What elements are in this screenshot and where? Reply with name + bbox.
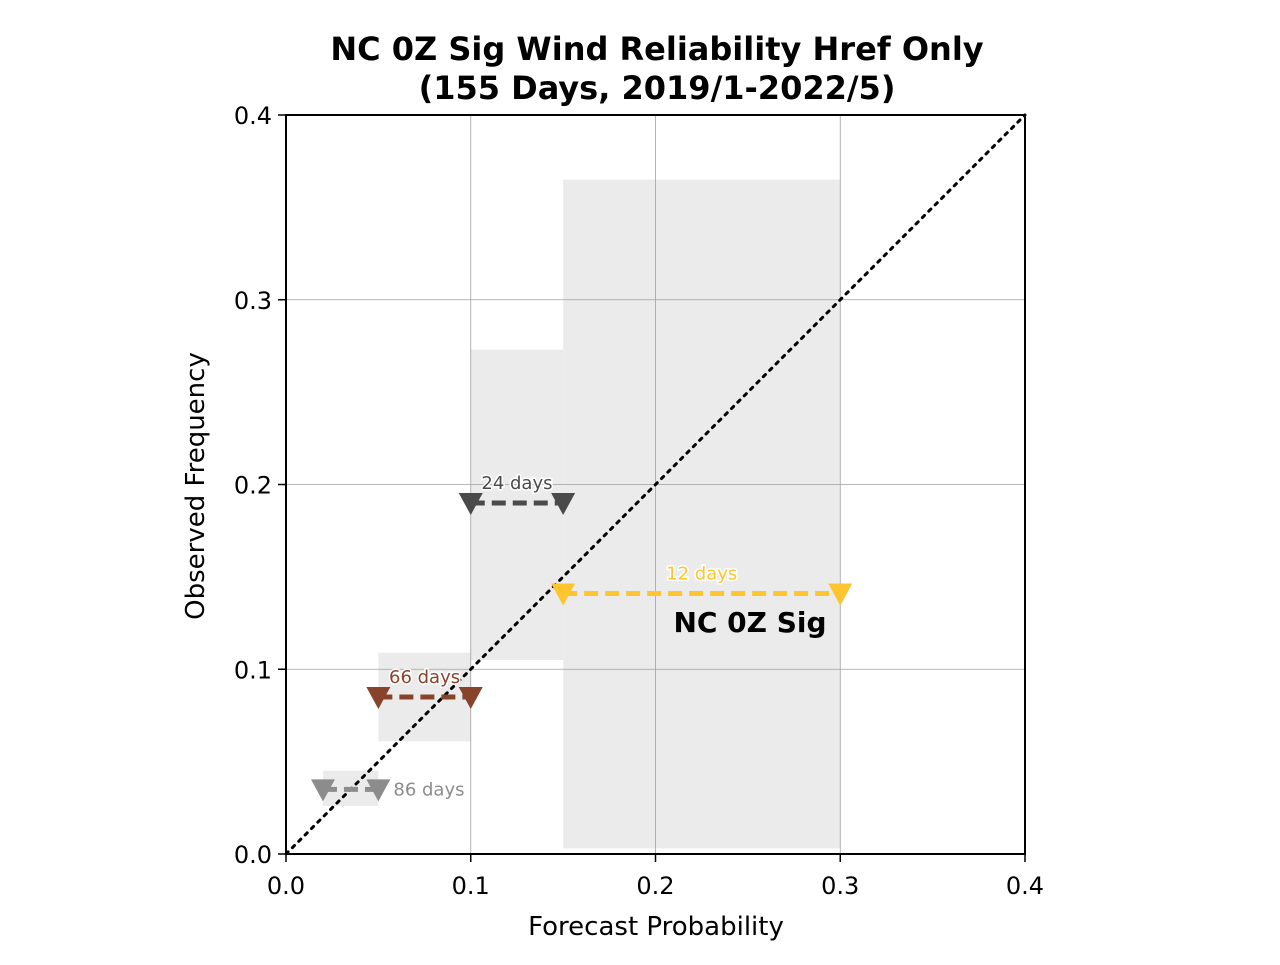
y-axis-label: Observed Frequency [181,352,211,620]
bin-marker-0-high [366,779,391,802]
bin-days-label-1: 66 days [389,667,460,688]
y-tick-label-1: 0.1 [234,656,272,684]
x-axis-label: Forecast Probability [528,912,784,942]
confidence-band-3 [563,179,841,849]
bin-days-label-3: 12 days [666,564,737,585]
plot-area: 86 days 66 days 24 days 12 days NC 0Z Sig 0.0… [234,102,1044,900]
bin-marker-1-low [366,686,391,709]
y-tick-label-4: 0.4 [234,102,272,130]
bin-marker-3-low [551,583,576,606]
bin-days-label-0: 86 days [393,779,464,800]
chart-title: NC 0Z Sig Wind Reliability Href Only [330,30,983,68]
x-tick-label-3: 0.3 [821,872,859,900]
bin-days-label-2: 24 days [481,473,552,494]
diagonal-reference-line [284,113,1027,856]
y-tick-label-3: 0.3 [234,287,272,315]
x-tick-label-0: 0.0 [267,872,305,900]
chart-subtitle: (155 Days, 2019/1-2022/5) [419,69,896,107]
region-label: NC 0Z Sig [673,606,826,639]
y-tick-label-2: 0.2 [234,472,272,500]
bin-marker-0-low [310,779,335,802]
bin-marker-2-low [458,492,483,515]
bin-marker-1-high [458,686,483,709]
x-tick-label-1: 0.1 [452,872,490,900]
y-tick-label-0: 0.0 [234,841,272,869]
bin-marker-3-high [828,583,853,606]
x-tick-label-2: 0.2 [636,872,674,900]
x-tick-label-4: 0.4 [1006,872,1044,900]
bin-marker-2-high [551,492,576,515]
